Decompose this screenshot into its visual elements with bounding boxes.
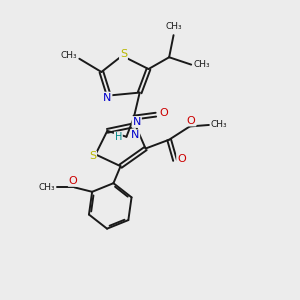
Text: S: S <box>89 152 96 161</box>
Text: CH₃: CH₃ <box>193 60 210 69</box>
Text: CH₃: CH₃ <box>38 183 55 192</box>
Text: S: S <box>120 49 127 59</box>
Text: CH₃: CH₃ <box>211 121 227 130</box>
Text: N: N <box>131 130 139 140</box>
Text: O: O <box>177 154 186 164</box>
Text: CH₃: CH₃ <box>61 51 77 60</box>
Text: N: N <box>103 93 112 103</box>
Text: CH₃: CH₃ <box>165 22 182 31</box>
Text: O: O <box>187 116 196 126</box>
Text: O: O <box>160 108 168 118</box>
Text: H: H <box>115 132 122 142</box>
Text: N: N <box>133 117 141 127</box>
Text: O: O <box>69 176 77 186</box>
